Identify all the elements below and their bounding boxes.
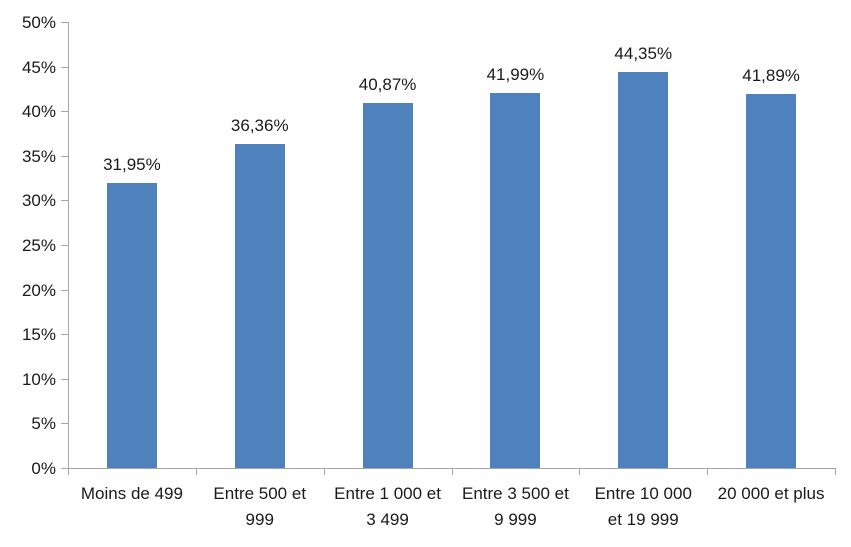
x-axis-category-label-line: 999 [245, 510, 274, 529]
x-axis-tick [195, 469, 197, 475]
y-axis-tick [61, 423, 68, 425]
y-axis-tick [61, 200, 68, 202]
bar-value-label: 41,89% [742, 66, 800, 86]
x-axis-category-label: Entre 10 000 et 19 999 [575, 481, 711, 533]
x-axis-tick [323, 469, 325, 475]
y-axis-tick-label: 50% [21, 13, 56, 32]
y-axis-tick [61, 66, 68, 68]
x-axis-category-label-line: Entre 3 500 et [462, 484, 569, 503]
bar [490, 93, 541, 468]
x-axis-category-label-line: 9 999 [494, 510, 537, 529]
x-axis-category-label-line: Entre 10 000 [594, 484, 692, 503]
y-axis-tick [61, 22, 68, 23]
bar-value-label: 36,36% [230, 115, 289, 135]
y-axis-tick-label: 40% [21, 102, 56, 122]
x-axis-category-label: Entre 3 500 et 9 999 [448, 481, 584, 533]
x-axis-category-label-line: 3 499 [366, 510, 409, 529]
x-axis-tick [835, 469, 836, 475]
y-axis-tick-label: 0% [31, 459, 56, 478]
y-axis-tick-label: 5% [31, 414, 56, 434]
bar [618, 72, 669, 468]
x-axis-tick [451, 469, 453, 475]
y-axis-tick-label: 45% [21, 57, 56, 77]
bar [106, 183, 157, 468]
x-axis-tick [579, 469, 581, 475]
y-axis-tick [61, 111, 68, 113]
bar [234, 143, 285, 468]
y-axis-tick-label: 35% [21, 146, 56, 166]
y-axis-tick-label: 20% [21, 280, 56, 300]
x-axis-category-label-line: Entre 500 et [213, 484, 307, 503]
bar-value-label: 41,99% [486, 65, 545, 85]
x-axis-category-label: Moins de 499 [64, 481, 200, 507]
bar-value-label: 40,87% [358, 75, 417, 95]
y-axis-tick [61, 378, 68, 380]
x-axis-category-label-line: et 19 999 [607, 510, 679, 529]
bar [746, 94, 797, 468]
bar [362, 103, 413, 468]
y-axis-tick [61, 468, 68, 469]
y-axis-tick-label: 25% [21, 236, 56, 255]
y-axis-tick-label: 10% [21, 369, 56, 389]
x-axis-category-label: Entre 1 000 et 3 499 [320, 481, 456, 533]
x-axis-line [68, 468, 836, 469]
x-axis-category-label-line: Entre 1 000 et [334, 484, 441, 503]
y-axis-tick-label: 30% [21, 191, 56, 211]
x-axis-category-label-line: 20 000 et plus [717, 484, 825, 503]
y-axis-line [68, 22, 69, 469]
x-axis-category-label-line: Moins de 499 [80, 484, 183, 503]
x-axis-category-label: Entre 500 et 999 [192, 481, 328, 533]
x-axis-tick [707, 469, 709, 475]
y-axis-tick [61, 289, 68, 291]
bar-value-label: 31,95% [103, 155, 161, 174]
x-axis-category-label: 20 000 et plus [703, 481, 839, 507]
y-axis-tick [61, 245, 68, 246]
bar-value-label: 44,35% [614, 44, 673, 64]
y-axis-tick-label: 15% [21, 325, 56, 345]
y-axis-tick [61, 155, 68, 157]
x-axis-tick [68, 469, 69, 475]
y-axis-tick [61, 334, 68, 336]
